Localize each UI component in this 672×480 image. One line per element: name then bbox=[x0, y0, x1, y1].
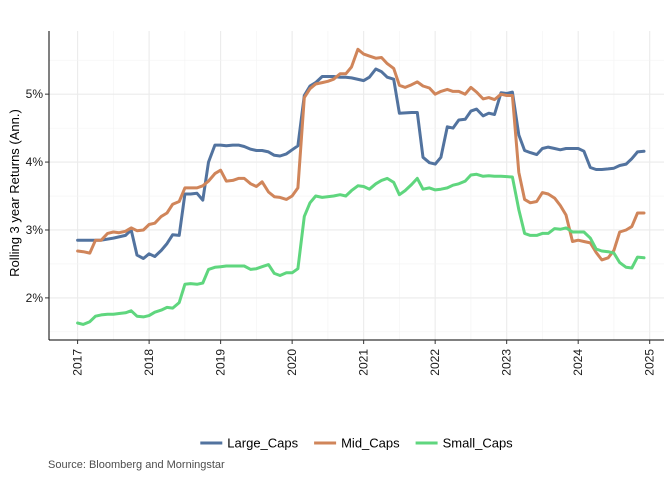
source-caption: Source: Bloomberg and Morningstar bbox=[48, 459, 225, 471]
x-tick-label: 2021 bbox=[357, 349, 371, 376]
y-tick-label: 2% bbox=[26, 291, 44, 305]
series-layer bbox=[76, 47, 646, 326]
y-tick-label: 3% bbox=[26, 223, 44, 237]
legend-label: Mid_Caps bbox=[341, 436, 400, 451]
legend-label: Small_Caps bbox=[443, 436, 514, 451]
x-tick-label: 2018 bbox=[142, 349, 156, 376]
x-tick-label: 2017 bbox=[71, 349, 85, 376]
y-axis-ticks: 2% 3% 4% 5% bbox=[26, 87, 49, 305]
x-axis-ticks: 2017 2018 2019 2020 2021 2022 2023 2024 2025 bbox=[71, 340, 657, 376]
x-tick-label: 2023 bbox=[500, 349, 514, 376]
legend-item-small-caps: Small_Caps bbox=[415, 436, 514, 451]
x-tick-label: 2022 bbox=[428, 349, 442, 376]
y-tick-label: 5% bbox=[26, 87, 44, 101]
series-line-large-caps bbox=[76, 67, 646, 260]
legend-item-large-caps: Large_Caps bbox=[200, 436, 299, 451]
x-tick-label: 2024 bbox=[571, 349, 585, 376]
legend-item-mid-caps: Mid_Caps bbox=[314, 436, 400, 451]
legend-label: Large_Caps bbox=[227, 436, 298, 451]
x-tick-label: 2025 bbox=[643, 349, 657, 376]
x-tick-label: 2019 bbox=[214, 349, 228, 376]
x-tick-label: 2020 bbox=[285, 349, 299, 376]
series-line-small-caps bbox=[76, 172, 646, 326]
y-tick-label: 4% bbox=[26, 155, 44, 169]
y-axis-title: Rolling 3 year Returns (Ann.) bbox=[7, 109, 22, 277]
legend: Large_Caps Mid_Caps Small_Caps bbox=[200, 436, 513, 451]
series-line-mid-caps bbox=[76, 47, 646, 262]
grid bbox=[49, 31, 664, 340]
axes bbox=[48, 31, 664, 341]
